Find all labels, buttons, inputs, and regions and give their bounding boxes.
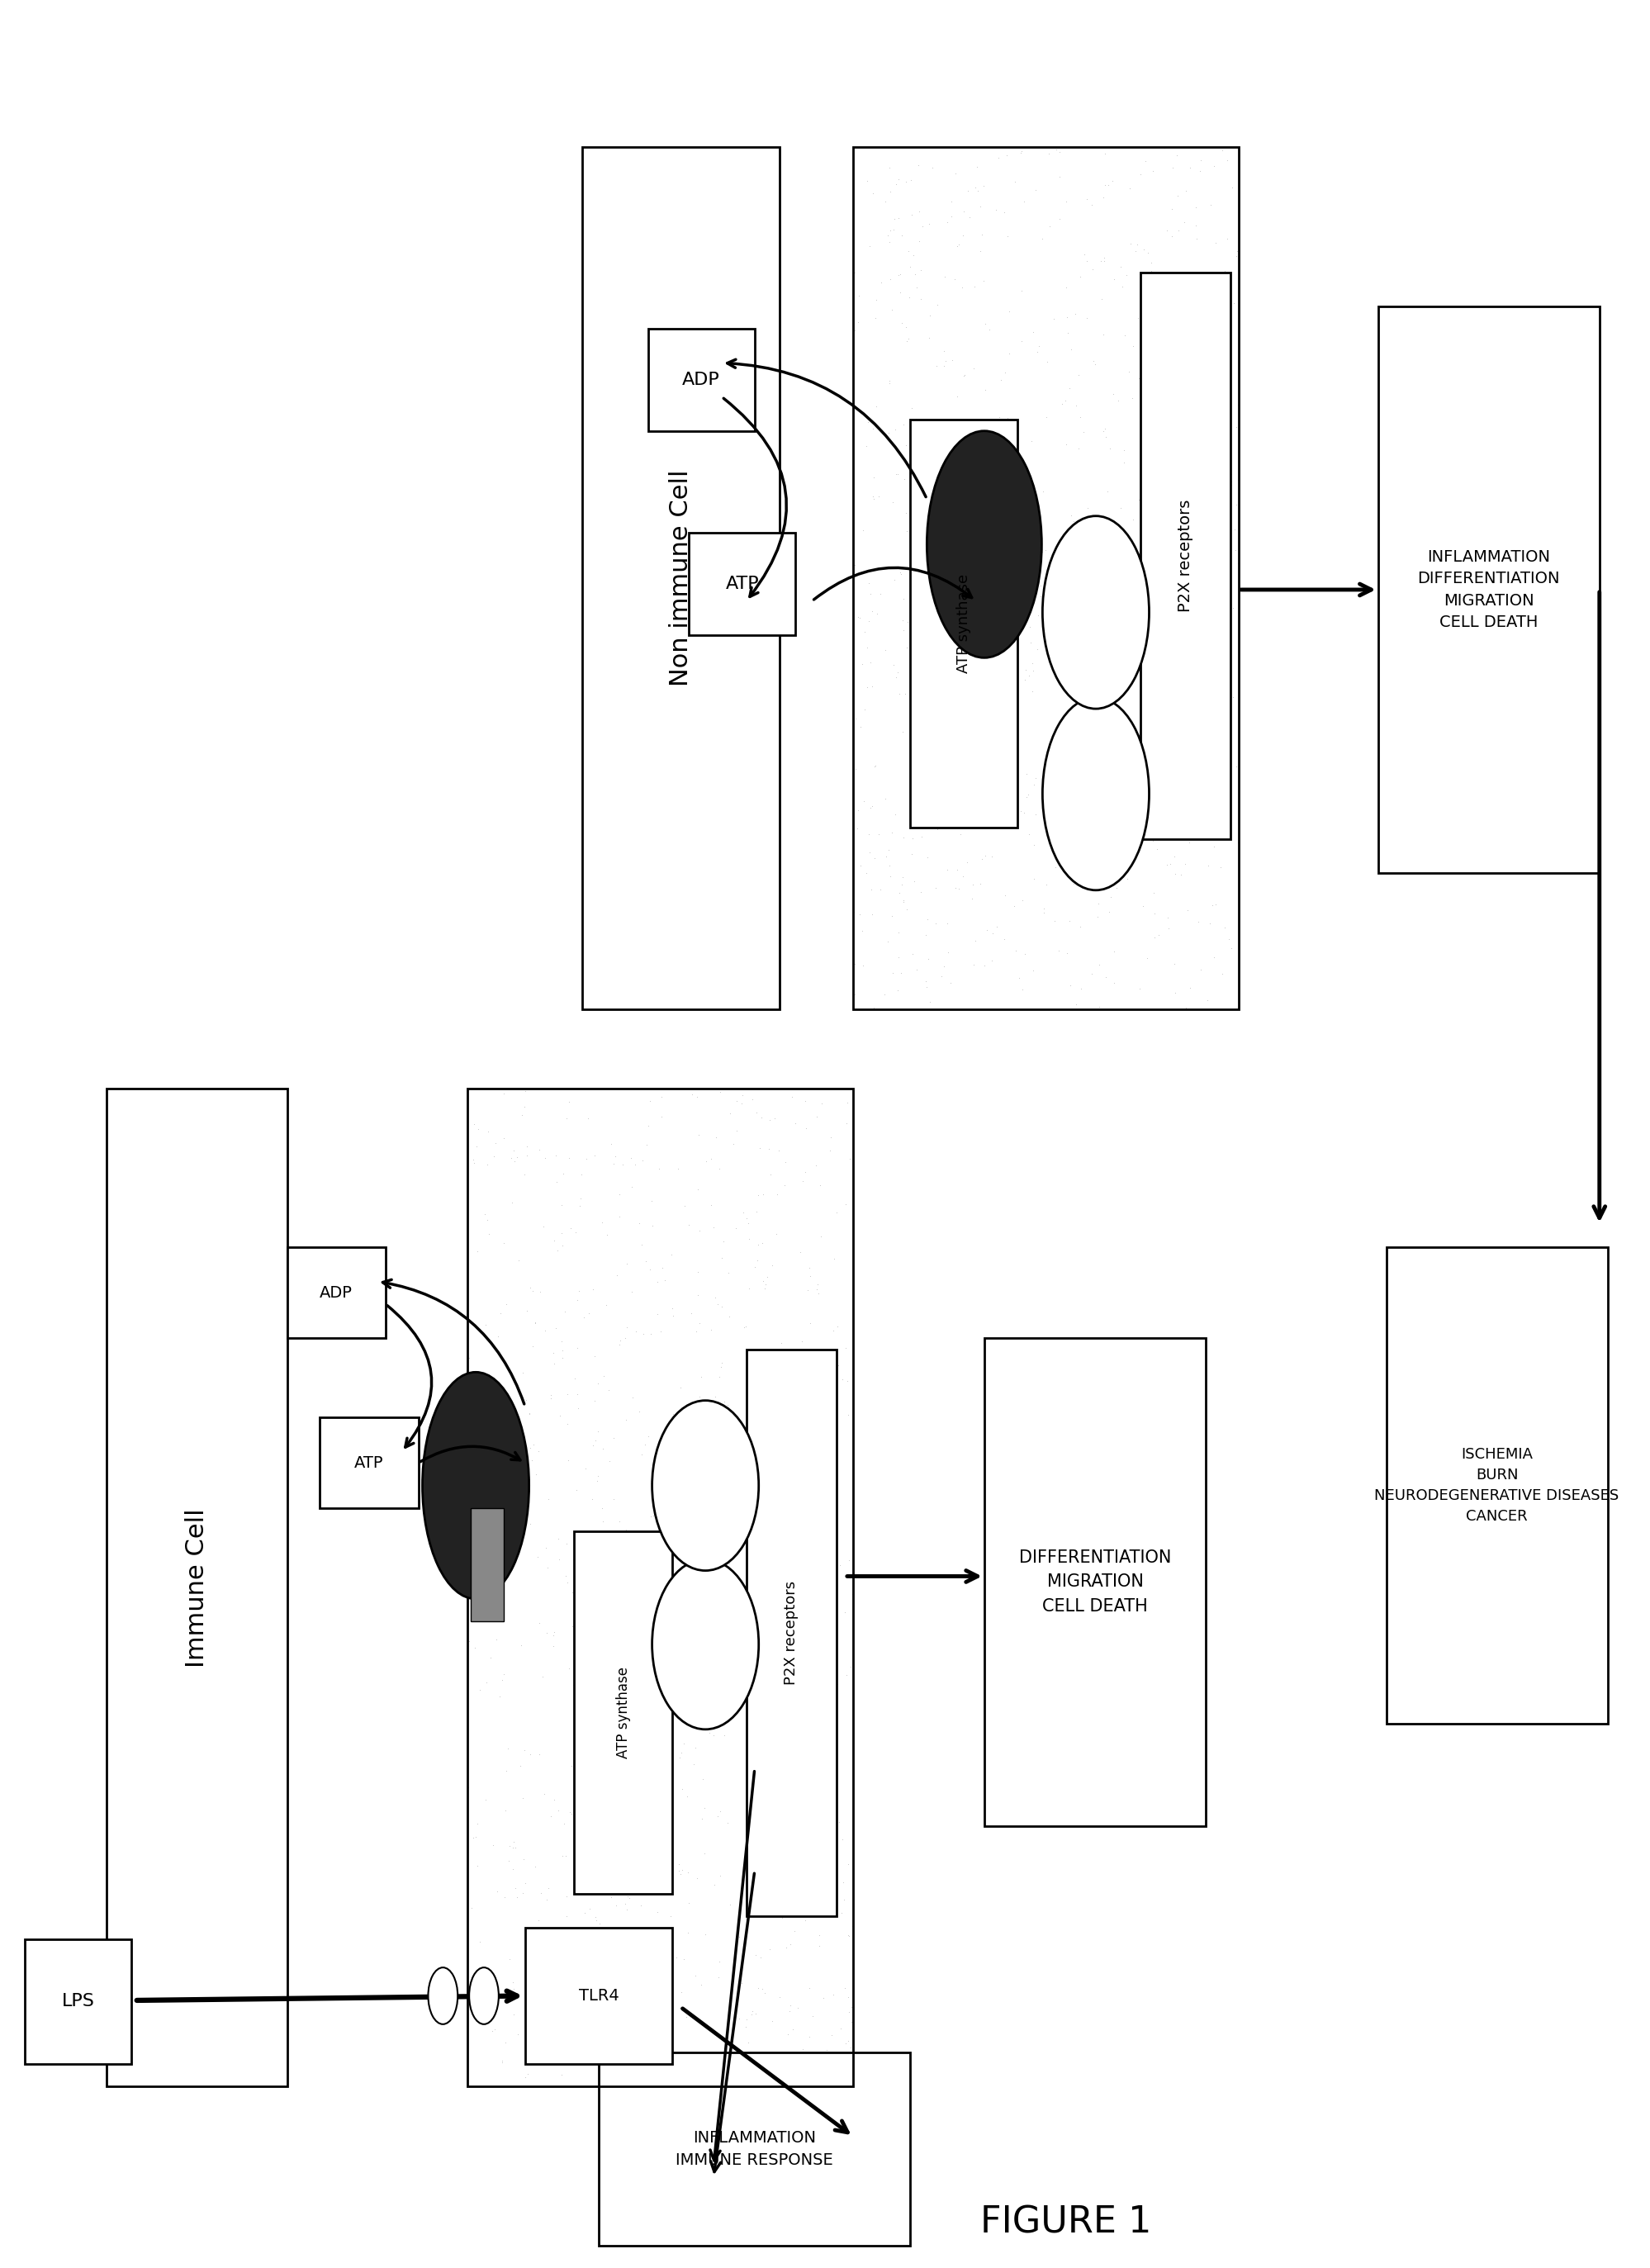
FancyBboxPatch shape — [1140, 272, 1229, 839]
FancyBboxPatch shape — [1386, 1247, 1607, 1724]
FancyBboxPatch shape — [746, 1349, 837, 1916]
Text: P2X receptors: P2X receptors — [784, 1581, 799, 1685]
FancyBboxPatch shape — [688, 533, 795, 635]
Text: ATP: ATP — [355, 1456, 383, 1470]
Text: ADP: ADP — [681, 372, 719, 388]
Text: Non immune Cell: Non immune Cell — [668, 469, 693, 687]
Text: INFLAMMATION
DIFFERENTIATION
MIGRATION
CELL DEATH: INFLAMMATION DIFFERENTIATION MIGRATION C… — [1417, 549, 1559, 631]
FancyBboxPatch shape — [287, 1247, 386, 1338]
FancyBboxPatch shape — [648, 329, 754, 431]
FancyBboxPatch shape — [574, 1531, 672, 1894]
Text: FIGURE 1: FIGURE 1 — [980, 2204, 1152, 2241]
Text: P2X receptors: P2X receptors — [1176, 499, 1193, 612]
FancyBboxPatch shape — [525, 1928, 672, 2064]
Ellipse shape — [469, 1966, 498, 2025]
FancyBboxPatch shape — [107, 1089, 287, 2087]
Ellipse shape — [926, 431, 1041, 658]
Text: TLR4: TLR4 — [579, 1989, 619, 2003]
Text: LPS: LPS — [61, 1994, 94, 2009]
Text: ADP: ADP — [320, 1286, 353, 1300]
FancyBboxPatch shape — [25, 1939, 130, 2064]
FancyBboxPatch shape — [1378, 306, 1599, 873]
Text: Immune Cell: Immune Cell — [185, 1508, 208, 1667]
Ellipse shape — [1043, 699, 1148, 889]
FancyBboxPatch shape — [599, 2053, 911, 2245]
Ellipse shape — [652, 1560, 759, 1728]
Text: ATP synthase: ATP synthase — [615, 1667, 630, 1758]
Text: ATP synthase: ATP synthase — [955, 574, 970, 674]
Ellipse shape — [1043, 517, 1148, 708]
Text: DIFFERENTIATION
MIGRATION
CELL DEATH: DIFFERENTIATION MIGRATION CELL DEATH — [1018, 1549, 1170, 1615]
Text: ATP: ATP — [724, 576, 759, 592]
Ellipse shape — [422, 1372, 528, 1599]
Bar — [470, 1508, 503, 1622]
Text: INFLAMMATION
IMMUNE RESPONSE: INFLAMMATION IMMUNE RESPONSE — [675, 2130, 833, 2168]
Ellipse shape — [427, 1966, 457, 2025]
FancyBboxPatch shape — [911, 420, 1016, 828]
FancyBboxPatch shape — [320, 1418, 417, 1508]
Ellipse shape — [652, 1402, 759, 1569]
FancyBboxPatch shape — [582, 147, 779, 1009]
FancyBboxPatch shape — [983, 1338, 1204, 1826]
Text: ISCHEMIA
BURN
NEURODEGENERATIVE DISEASES
CANCER: ISCHEMIA BURN NEURODEGENERATIVE DISEASES… — [1374, 1447, 1619, 1524]
